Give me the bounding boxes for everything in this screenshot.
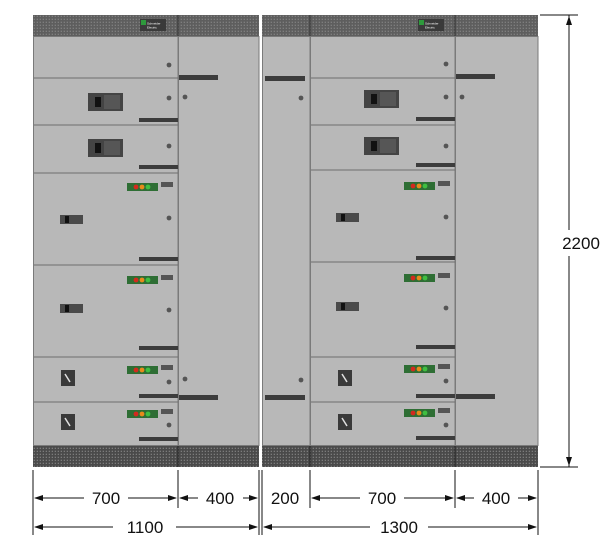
cubicle-right-400 — [455, 36, 539, 446]
cubicle-middle-200 — [262, 36, 311, 446]
plinth-left — [33, 446, 259, 467]
dim-label-height: 2200 — [562, 234, 600, 253]
small-switch-icons — [60, 213, 359, 313]
logo-sub-right: Electric — [425, 26, 435, 30]
door-lock-dots — [166, 61, 465, 428]
cubicle-left-400 — [178, 36, 260, 446]
plinth-base — [33, 446, 538, 467]
brand-logo-left: Schneider Electric — [140, 19, 166, 31]
dimension-arrowheads — [34, 16, 572, 530]
logo-sub-left: Electric — [147, 26, 157, 30]
top-vent-band — [33, 15, 538, 36]
dim-label-right-400: 400 — [482, 489, 510, 508]
dim-label-left-400: 400 — [206, 489, 234, 508]
door-handles — [139, 74, 495, 441]
logo-brand-right: Schneider — [425, 22, 439, 26]
air-circuit-breaker-icon — [88, 90, 399, 157]
logo-brand-left: Schneider — [147, 22, 161, 26]
plinth-right — [262, 446, 538, 467]
compartment-dividers — [34, 77, 455, 403]
dim-label-middle-200: 200 — [271, 489, 299, 508]
dim-label-right-total: 1300 — [380, 518, 418, 535]
dim-label-right-700: 700 — [368, 489, 396, 508]
indicator-lights-icon — [127, 181, 450, 418]
brand-logo-right: Schneider Electric — [418, 19, 444, 31]
top-vent-right — [262, 15, 538, 36]
dim-label-left-total: 1100 — [127, 518, 164, 535]
rotary-switch-icon — [61, 370, 352, 430]
dim-label-left-700: 700 — [92, 489, 120, 508]
